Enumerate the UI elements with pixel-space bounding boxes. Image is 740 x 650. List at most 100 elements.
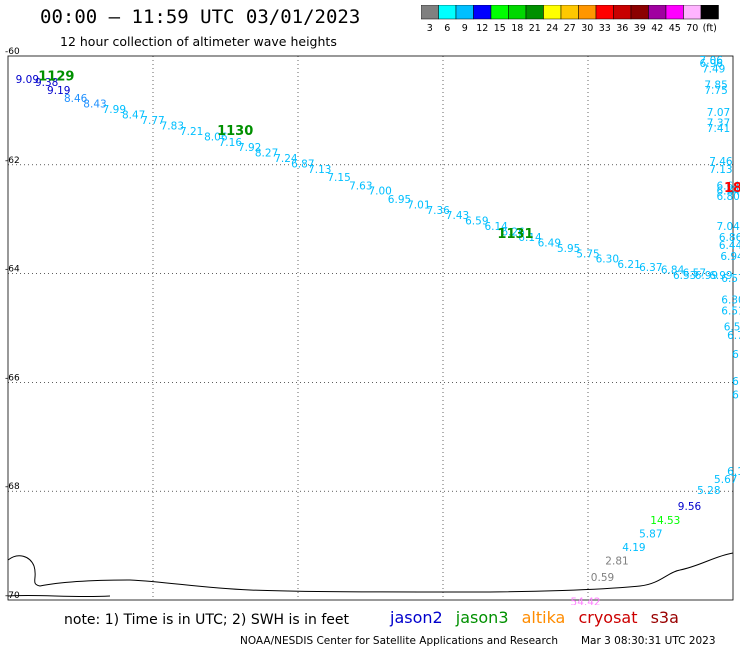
color-scale-legend: 3 6 9 12 15 18 21 24 27 30 33 36 39 42 45 70 (ft): [421, 5, 719, 34]
wave-height-point: 8.06: [204, 131, 228, 143]
wave-height-point: 6.44: [719, 240, 740, 252]
wave-height-point: 6.7: [727, 330, 740, 342]
wave-height-point: 6.87: [291, 159, 314, 171]
wave-height-point: 7.04: [716, 221, 740, 233]
color-scale-label: 6: [444, 23, 450, 34]
wave-height-point: 6.14: [484, 221, 508, 233]
wave-height-point: 7.37: [707, 118, 730, 130]
satellite-s3a: s3a: [650, 608, 679, 627]
wave-height-point: 6.57: [721, 273, 740, 285]
wave-height-point: 9.09: [16, 74, 39, 86]
wave-height-point: 8.43: [83, 99, 106, 111]
wave-height-point: 0.59: [591, 572, 614, 584]
wave-height-point: 6.30: [721, 295, 740, 307]
color-scale-label: 42: [651, 23, 663, 34]
wave-height-point: 14.53: [650, 515, 680, 527]
color-scale-label: (ft): [703, 23, 717, 34]
color-scale-label: 27: [564, 23, 576, 34]
satellite-legend: jason2 jason3 altika cryosat s3a: [390, 608, 687, 627]
wave-height-point: 6.53: [673, 270, 696, 282]
wave-height-point: 6.99: [709, 270, 732, 282]
wave-height-point: 6.80: [716, 191, 739, 203]
wave-height-point: 7.36: [426, 205, 450, 217]
wave-height-point: 6.94: [720, 251, 740, 263]
wave-height-point: 7.49: [702, 63, 725, 75]
wave-height-point: 7.13: [308, 164, 331, 176]
wave-height-point: 7.00: [368, 186, 391, 198]
wave-height-point: 6: [732, 349, 739, 361]
color-scale-label: 30: [581, 23, 593, 34]
wave-height-point: 6.84: [661, 265, 685, 277]
wave-height-point: 7.24: [274, 153, 298, 165]
wave-height-point: 54.42: [571, 596, 601, 605]
wave-height-point: 5.28: [697, 485, 720, 497]
wave-height-point: 6.51: [721, 305, 740, 317]
wave-height-point: 5.87: [639, 528, 662, 540]
wave-height-point: 9.19: [47, 85, 70, 97]
wave-height-point: 8.27: [255, 148, 278, 160]
color-swatch-16: [700, 5, 719, 20]
wave-height-point: 5.95: [557, 243, 580, 255]
pass-label: 18: [724, 181, 740, 196]
color-scale-label: 12: [476, 23, 488, 34]
color-scale-label: 24: [546, 23, 558, 34]
wave-height-point: 6.30: [596, 254, 619, 266]
wave-height-point: 7.77: [141, 115, 164, 127]
y-tick-label: -66: [5, 373, 20, 383]
wave-height-point: 7.92: [238, 142, 261, 154]
wave-height-point: 7.01: [407, 199, 430, 211]
wave-height-point: 6.57: [683, 267, 706, 279]
wave-height-point: 7.63: [349, 180, 372, 192]
chart-canvas: 151821242730-60-62-64-66-68-709.099.389.…: [5, 47, 740, 605]
wave-height-point: 8.46: [64, 93, 88, 105]
wave-height-point: 7.83: [161, 120, 184, 132]
chart-subtitle: 12 hour collection of altimeter wave hei…: [60, 34, 337, 49]
wave-height-point: 7.06: [700, 55, 724, 67]
chart-title: 00:00 – 11:59 UTC 03/01/2023: [40, 6, 361, 28]
wave-height-point: 6.86: [719, 232, 740, 244]
wave-height-point: 7.46: [709, 156, 733, 168]
wave-height-point: 6: [732, 376, 739, 388]
wave-height-point: 6.96: [700, 58, 724, 70]
color-scale-label: 33: [599, 23, 611, 34]
wave-height-point: 6.49: [538, 237, 561, 249]
wave-height-point: 7.16: [219, 137, 243, 149]
color-scale-label: 15: [494, 23, 506, 34]
color-scale-label: 39: [634, 23, 646, 34]
wave-height-point: 7.07: [707, 107, 730, 119]
wave-height-point: 7.41: [707, 123, 730, 135]
wave-height-point: 7.99: [103, 104, 126, 116]
wave-height-point: 6.59: [465, 216, 488, 228]
wave-height-point: 6.51: [724, 322, 740, 334]
wave-height-point: 7.13: [709, 164, 732, 176]
wave-height-point: 6.26: [501, 227, 525, 239]
coastline: [7, 594, 111, 598]
y-tick-label: -68: [5, 482, 20, 492]
wave-height-point: 9.56: [678, 501, 702, 513]
y-tick-label: -60: [5, 47, 20, 57]
wave-height-point: 7.21: [180, 126, 203, 138]
wave-height-point: 6.14: [518, 232, 542, 244]
pass-label: 1129: [38, 69, 74, 84]
wave-height-point: 6.99: [695, 270, 718, 282]
wave-height-point: 9.38: [35, 77, 58, 89]
wave-height-point: 7.43: [446, 210, 469, 222]
wave-height-point: 6.95: [388, 194, 411, 206]
wave-height-point: 6.21: [617, 259, 640, 271]
color-scale-label: 18: [511, 23, 523, 34]
color-scale-label: 3: [427, 23, 433, 34]
pass-label: 1130: [217, 124, 253, 139]
y-tick-label: -62: [5, 156, 20, 166]
wave-height-point: 7.15: [327, 172, 350, 184]
satellite-altika: altika: [521, 608, 566, 627]
wave-height-point: 5.67: [714, 474, 737, 486]
generated-timestamp: Mar 3 08:30:31 UTC 2023: [581, 635, 716, 647]
color-scale-label: 36: [616, 23, 628, 34]
color-scale-label: 45: [669, 23, 681, 34]
pass-label: 1131: [497, 227, 533, 242]
y-tick-label: -64: [5, 265, 20, 275]
units-note: note: 1) Time is in UTC; 2) SWH is in fe…: [64, 612, 350, 628]
coastline: [7, 552, 734, 593]
wave-height-point: 6.64: [716, 186, 740, 198]
wave-height-point: 4.19: [622, 542, 645, 554]
